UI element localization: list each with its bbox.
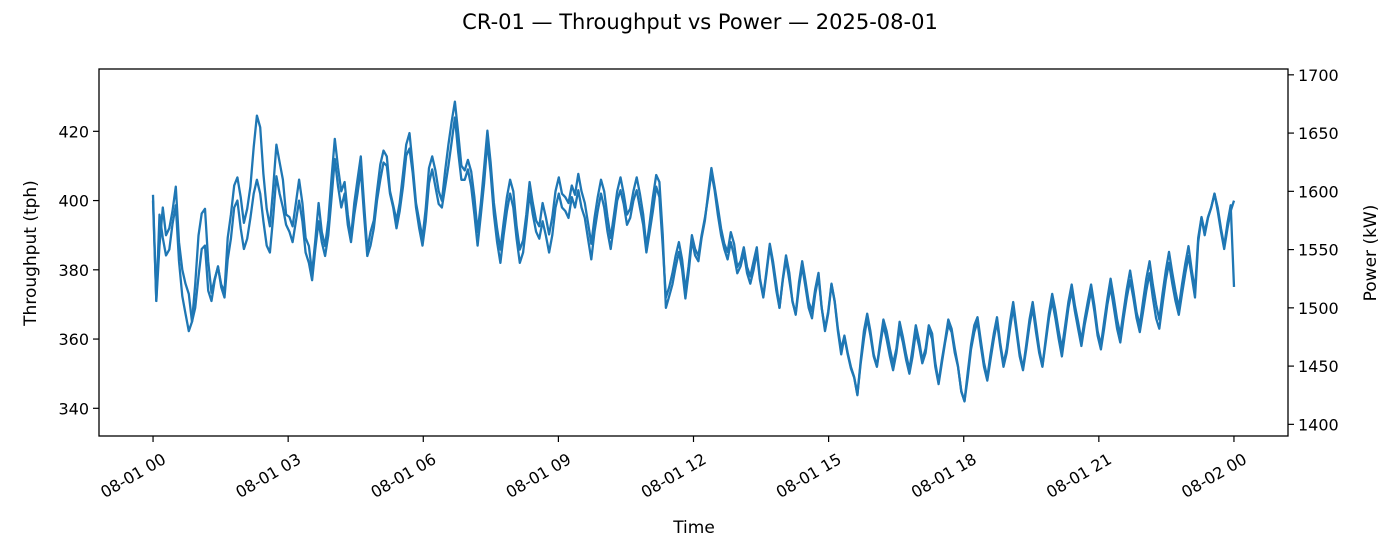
right-y-tick-label: 1400 (1298, 415, 1339, 434)
x-tick-label: 08-01 18 (908, 449, 980, 501)
x-tick-label: 08-02 00 (1178, 449, 1250, 501)
left-y-tick-label: 420 (58, 122, 89, 141)
chart-title: CR-01 — Throughput vs Power — 2025-08-01 (462, 10, 938, 34)
x-tick-label: 08-01 09 (503, 449, 575, 501)
left-y-tick-label: 380 (58, 261, 89, 280)
right-y-tick-label: 1600 (1298, 182, 1339, 201)
power-series-line (151, 100, 1236, 403)
left-y-tick-label: 340 (58, 399, 89, 418)
x-tick-label: 08-01 15 (773, 449, 845, 501)
left-y-axis-ticks: 340 360 380 400 420 (58, 122, 99, 418)
x-axis-ticks: 08-01 00 08-01 03 08-01 06 08-01 09 08-01 12… (97, 436, 1250, 502)
right-y-axis-label: Power (kW) (1361, 205, 1381, 302)
x-tick-label: 08-01 03 (232, 449, 304, 501)
right-y-tick-label: 1550 (1298, 241, 1339, 260)
throughput-series-line (151, 116, 1236, 403)
right-y-tick-label: 1450 (1298, 357, 1339, 376)
left-y-tick-label: 360 (58, 330, 89, 349)
left-y-axis-label: Throughput (tph) (21, 180, 41, 327)
right-y-tick-label: 1700 (1298, 66, 1339, 85)
x-tick-label: 08-01 06 (367, 449, 439, 501)
x-tick-label: 08-01 21 (1043, 449, 1115, 501)
right-y-axis-ticks: 1400 1450 1500 1550 1600 1650 1700 (1288, 66, 1339, 434)
x-axis-label: Time (672, 518, 715, 538)
x-tick-label: 08-01 00 (97, 449, 169, 501)
series-layer (151, 100, 1236, 403)
right-y-tick-label: 1650 (1298, 124, 1339, 143)
left-y-tick-label: 400 (58, 192, 89, 211)
x-tick-label: 08-01 12 (638, 449, 710, 501)
right-y-tick-label: 1500 (1298, 299, 1339, 318)
